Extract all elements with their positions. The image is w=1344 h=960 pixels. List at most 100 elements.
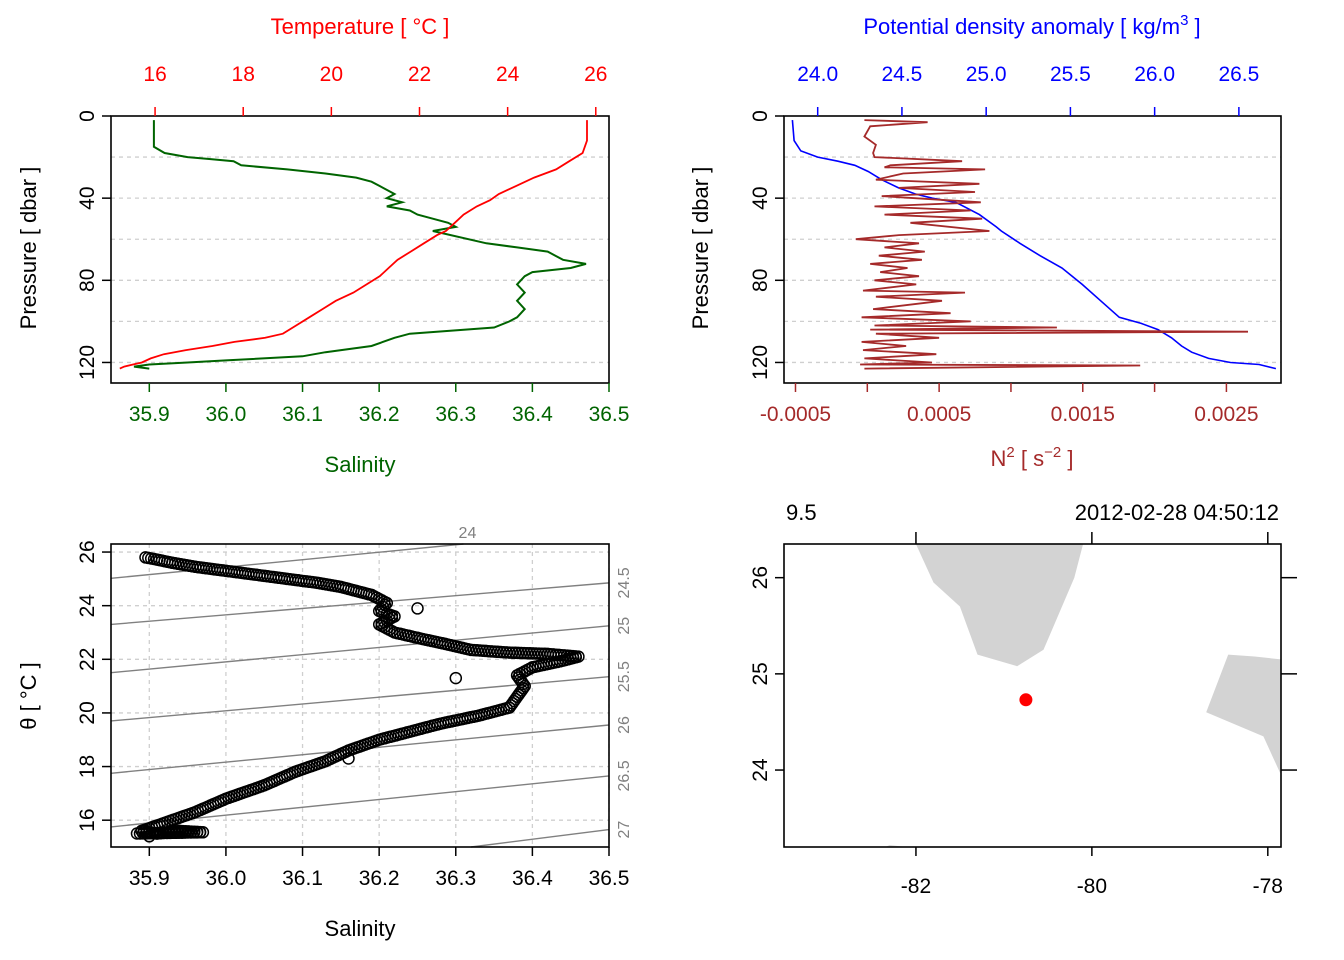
p3-data-point: [143, 830, 156, 843]
p4-station: [1019, 693, 1033, 707]
p3-x-tick-label: 36.2: [359, 867, 400, 890]
panel-density-profile: 0 40 80 120 -0.0005 0.0005 0.0015 0.0025 24.0 24.…: [688, 12, 1282, 471]
p1-temperature-tick-label: 16: [143, 63, 166, 86]
p1-salinity-tick-label: 36.2: [359, 403, 400, 426]
p2-density-title-end: ]: [1188, 14, 1200, 39]
p4-land-polygon: [915, 544, 1084, 667]
p2-grid: [784, 156, 1281, 364]
p2-n2-title-sup2: −2: [1044, 444, 1061, 461]
p2-density-tick-label: 24.0: [797, 63, 838, 86]
p1-salinity-tick-label: 36.1: [282, 403, 323, 426]
p3-isopycnal-line: [110, 543, 464, 580]
p3-isopycnal-label: 25.5: [616, 661, 633, 692]
p2-y-tick-label: 40: [749, 186, 772, 209]
p3-data-point: [516, 677, 530, 691]
p3-plot-frame: [110, 543, 610, 848]
p1-plot-frame: [110, 115, 610, 384]
p2-density-title-main: Potential density anomaly [ kg/m: [863, 14, 1180, 39]
p2-density-tick-label: 25.0: [966, 63, 1007, 86]
p3-isopycnal-line: [471, 828, 610, 848]
p1-salinity-tick-label: 36.4: [512, 403, 553, 426]
p3-data-point: [342, 752, 355, 765]
p3-y-tick-label: 26: [76, 540, 99, 563]
p3-data-point: [196, 826, 210, 839]
panel-ts-profile: 0 40 80 120 35.9 36.0 36.1 36.2 36.3 36.4 36.5 16 18…: [16, 14, 629, 477]
p3-isopycnals: 24 24.5 25 25.5 26 26.5 27: [110, 525, 633, 848]
p1-salinity-line: [133, 120, 587, 370]
p3-x-tick-label: 36.1: [282, 867, 323, 890]
p2-n2-line: [855, 119, 1249, 370]
p2-y-tick-label: 120: [749, 345, 772, 380]
p4-x-tick-label: -78: [1253, 875, 1283, 898]
p3-salinity-axis-title: Salinity: [325, 916, 396, 941]
p3-x-tick-label: 36.5: [589, 867, 630, 890]
p4-y-tick-label: 24: [749, 758, 772, 782]
p2-density-tick-label: 25.5: [1050, 63, 1091, 86]
p1-temperature-tick-label: 26: [584, 63, 607, 86]
p3-y-tick-label: 18: [76, 755, 99, 778]
p2-n2-tick-label: 0.0005: [907, 403, 971, 426]
p4-x-tick-label: -80: [1077, 875, 1107, 898]
p3-y-tick-label: 22: [76, 648, 99, 671]
p3-data-point: [160, 826, 174, 840]
p1-temperature-axis-title: Temperature [ °C ]: [271, 14, 450, 39]
p3-theta-axis-title: θ [ °C ]: [16, 662, 41, 729]
p3-isopycnal-label: 24: [459, 525, 477, 542]
p4-map-frame: [783, 543, 1282, 848]
p3-data-point: [169, 826, 183, 840]
panel-ts-diagram: 24 24.5 25 25.5 26 26.5 27 35.9 36.0 36.1 36.2 36.…: [16, 525, 633, 941]
p1-y-tick-label: 0: [76, 110, 99, 122]
p2-n2-title-sup: 2: [1006, 444, 1014, 461]
panel-station-map: -82 -80 -78 24 25 26 9.5 2012-02-28 04:50:12: [749, 500, 1297, 898]
p4-top-left-text: 9.5: [786, 500, 817, 525]
p4-y-tick-label: 25: [749, 662, 772, 685]
p3-x-tick-label: 36.3: [435, 867, 476, 890]
p2-density-tick-label: 26.5: [1218, 63, 1259, 86]
p3-isopycnal-label: 25: [616, 617, 633, 635]
p3-isopycnal-label: 26: [616, 716, 633, 734]
p2-density-axis-title: Potential density anomaly [ kg/m3 ]: [863, 12, 1200, 39]
p3-isopycnal-label: 27: [616, 821, 633, 839]
p3-data-point: [175, 826, 189, 839]
p4-y-tick-label: 26: [749, 566, 772, 589]
p2-density-line: [791, 120, 1277, 370]
p3-y-tick-label: 20: [76, 701, 99, 724]
p1-lines: [119, 120, 588, 370]
p3-points: [130, 551, 585, 843]
p4-land: [885, 544, 1281, 847]
p2-n2-title-main: N: [991, 446, 1007, 471]
p3-x-tick-label: 36.4: [512, 867, 553, 890]
p1-y-tick-label: 80: [76, 269, 99, 292]
p1-salinity-tick-label: 36.3: [435, 403, 476, 426]
p1-salinity-tick-label: 35.9: [129, 403, 170, 426]
p3-data-point: [130, 827, 144, 840]
p2-density-tick-label: 26.0: [1134, 63, 1175, 86]
p2-n2-title-end: ]: [1061, 446, 1073, 471]
p1-grid: [111, 156, 609, 364]
p3-isopycnal-line: [110, 582, 610, 626]
p2-density-tick-label: 24.5: [881, 63, 922, 86]
p3-data-point: [449, 671, 463, 685]
p1-temperature-tick-label: 18: [232, 63, 255, 86]
p1-salinity-axis-title: Salinity: [325, 452, 396, 477]
p2-lines: [791, 119, 1277, 370]
p3-data-point: [411, 602, 424, 615]
p4-station-marker: [1019, 693, 1033, 707]
p2-y-tick-label: 0: [749, 110, 772, 122]
p2-pressure-axis-title: Pressure [ dbar ]: [688, 167, 713, 330]
p1-temperature-tick-label: 20: [320, 63, 343, 86]
p3-data-point: [190, 826, 204, 839]
p1-salinity-tick-label: 36.5: [589, 403, 630, 426]
p2-n2-tick-label: 0.0025: [1194, 403, 1258, 426]
p3-x-tick-label: 36.0: [205, 867, 246, 890]
p1-pressure-axis-title: Pressure [ dbar ]: [16, 167, 41, 330]
p3-isopycnal-label: 24.5: [616, 567, 633, 598]
p4-x-tick-label: -82: [901, 875, 931, 898]
p1-temperature-tick-label: 22: [408, 63, 431, 86]
p2-n2-title-mid: [ s: [1015, 446, 1044, 471]
p3-data-point: [376, 600, 390, 614]
p4-axes: -82 -80 -78 24 25 26: [749, 532, 1297, 898]
p3-axes: 35.9 36.0 36.1 36.2 36.3 36.4 36.5 16 18 20 22 24 26: [76, 540, 629, 890]
p3-data-point: [184, 826, 198, 839]
